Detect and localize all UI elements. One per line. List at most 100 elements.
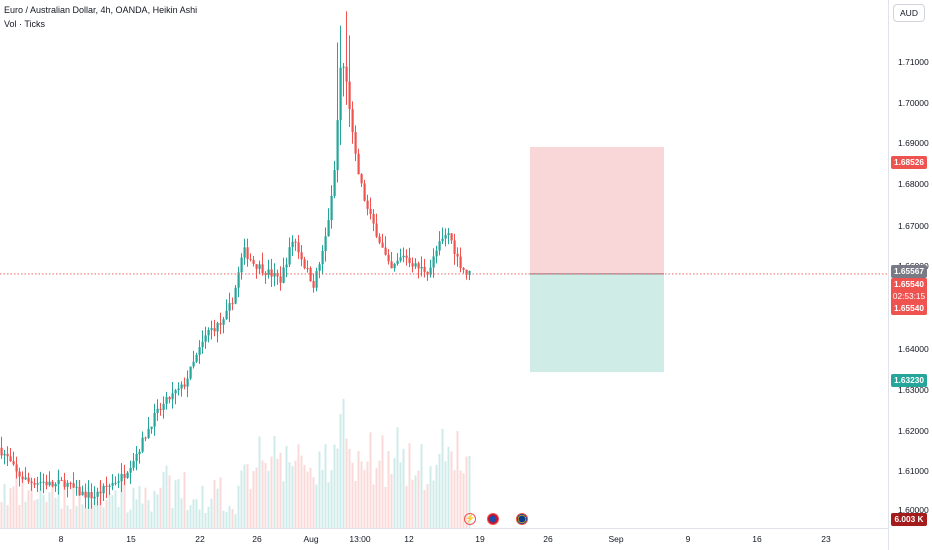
candle-body (228, 303, 231, 311)
candle-body (138, 451, 141, 454)
candle-body (258, 264, 261, 269)
volume-bar (345, 438, 348, 528)
candle-body (309, 268, 312, 282)
candle-body (357, 153, 360, 175)
candle-body (87, 491, 90, 498)
volume-bar (237, 485, 240, 528)
candle-body (195, 354, 198, 362)
candle-body (0, 447, 3, 456)
volume-bar (288, 462, 291, 528)
volume-layer (0, 398, 471, 528)
time-tick-label: 19 (475, 534, 485, 544)
price-tick-label: 1.63000 (898, 385, 929, 395)
candle-body (192, 361, 195, 367)
volume-indicator-label[interactable]: Vol · Ticks (4, 19, 46, 29)
volume-bar (117, 507, 120, 528)
candle-body (12, 461, 15, 465)
flag-eu-icon[interactable] (516, 513, 528, 525)
volume-bar (231, 509, 234, 528)
candle-body (369, 208, 372, 214)
volume-bar (213, 480, 216, 528)
volume-bar (426, 483, 429, 528)
short-position-tool[interactable] (530, 147, 664, 373)
volume-bar (468, 455, 471, 528)
volume-bar (399, 462, 402, 528)
candle-body (333, 170, 336, 196)
volume-bar (144, 487, 147, 528)
volume-bar (228, 506, 231, 528)
stop-loss-zone[interactable] (530, 147, 664, 274)
volume-bar (186, 510, 189, 528)
candle-body (360, 174, 363, 184)
volume-bar (147, 500, 150, 528)
volume-bar (6, 505, 9, 528)
candle-body (147, 428, 150, 438)
time-tick-label: 23 (821, 534, 831, 544)
volume-bar (411, 479, 414, 528)
candle-body (246, 247, 249, 260)
candle-body (204, 335, 207, 342)
volume-bar (69, 509, 72, 528)
candle-body (120, 473, 123, 482)
price-tick-label: 1.62000 (898, 426, 929, 436)
volume-bar (405, 485, 408, 528)
candle-body (189, 366, 192, 379)
flag-au-icon[interactable] (487, 513, 499, 525)
volume-bar (0, 502, 3, 528)
symbol-title[interactable]: Euro / Australian Dollar, 4h, OANDA, Hei… (4, 5, 198, 15)
candle-body (327, 220, 330, 237)
candle-body (51, 481, 54, 487)
candle-body (6, 453, 9, 457)
candle-body (183, 384, 186, 387)
candle-body (282, 267, 285, 283)
volume-bar (132, 487, 135, 528)
volume-bar (84, 507, 87, 528)
candle-body (435, 250, 438, 257)
candle-body (48, 481, 51, 486)
volume-bar (183, 471, 186, 528)
volume-bar (417, 470, 420, 528)
volume-bar (303, 465, 306, 528)
currency-button[interactable]: AUD (893, 4, 925, 22)
volume-bar (339, 414, 342, 528)
volume-bar (75, 506, 78, 528)
candle-body (219, 323, 222, 325)
candle-body (225, 310, 228, 320)
volume-bar (36, 499, 39, 528)
candle-body (78, 486, 81, 496)
candle-body (213, 328, 216, 332)
candle-body (177, 388, 180, 391)
volume-bar (378, 460, 381, 528)
candle-body (312, 281, 315, 288)
volume-bar (261, 460, 264, 528)
candle-body (453, 240, 456, 254)
candle-body (354, 132, 357, 154)
volume-bar (48, 492, 51, 528)
take-profit-zone[interactable] (530, 273, 664, 373)
candle-body (387, 254, 390, 262)
volume-bar (300, 455, 303, 528)
candle-body (372, 213, 375, 224)
candle-body (126, 472, 129, 478)
candle-body (54, 483, 57, 487)
time-tick-label: 22 (195, 534, 205, 544)
candle-body (27, 477, 30, 482)
volume-bar (312, 477, 315, 528)
candle-body (123, 473, 126, 478)
volume-bar (219, 477, 222, 528)
candle-body (63, 480, 66, 487)
lightning-icon[interactable]: ⚡ (464, 513, 476, 525)
volume-bar (393, 458, 396, 528)
candle-body (105, 485, 108, 487)
volume-bar (90, 501, 93, 528)
volume-bar (126, 512, 129, 528)
candle-body (150, 426, 153, 429)
volume-bar (234, 514, 237, 528)
volume-bar (51, 483, 54, 528)
volume-bar (225, 511, 228, 528)
volume-bar (63, 485, 66, 528)
volume-bar (15, 469, 18, 528)
candle-body (198, 347, 201, 355)
candle-body (159, 408, 162, 410)
